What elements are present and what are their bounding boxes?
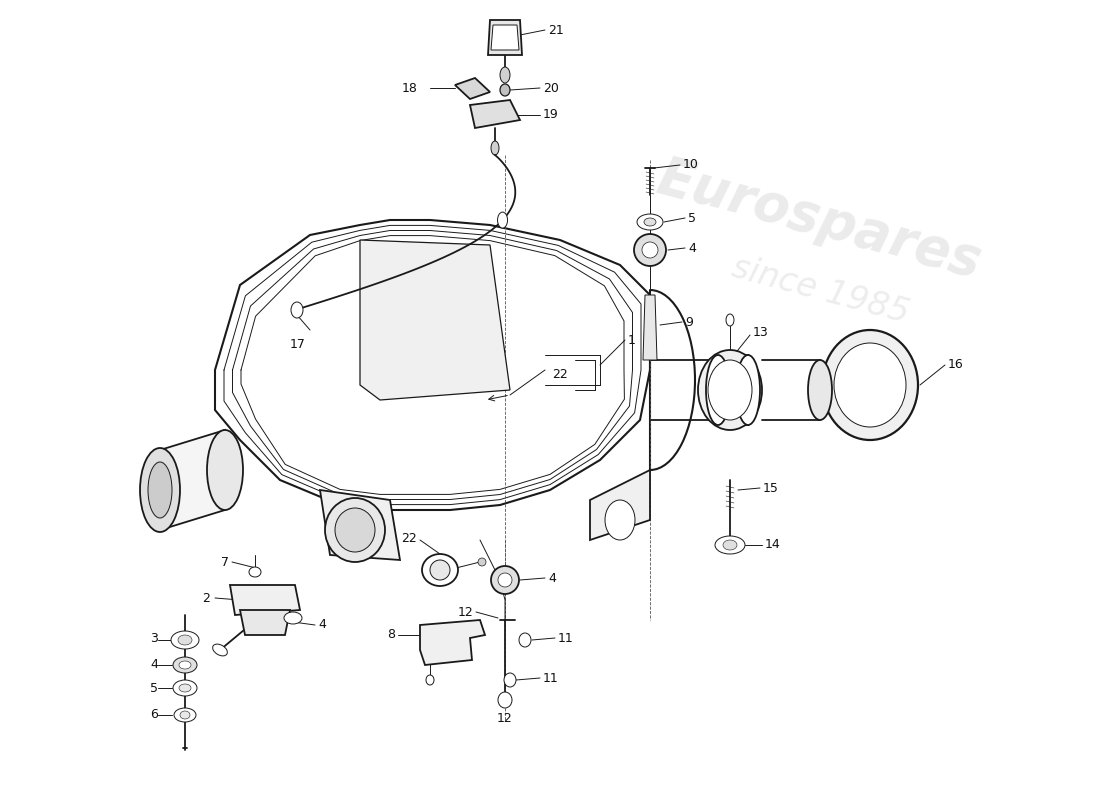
Text: Genuine & OEM
automotive parts: Genuine & OEM automotive parts	[370, 379, 590, 461]
Ellipse shape	[178, 635, 192, 645]
Ellipse shape	[715, 536, 745, 554]
Text: 4: 4	[150, 658, 158, 671]
Text: 19: 19	[543, 109, 559, 122]
Ellipse shape	[140, 448, 180, 532]
Text: 12: 12	[497, 711, 513, 725]
Text: 2: 2	[202, 591, 210, 605]
Ellipse shape	[170, 631, 199, 649]
Ellipse shape	[504, 673, 516, 687]
Ellipse shape	[284, 612, 302, 624]
Ellipse shape	[726, 314, 734, 326]
Ellipse shape	[422, 554, 458, 586]
Ellipse shape	[637, 214, 663, 230]
Polygon shape	[360, 240, 510, 400]
Text: 5: 5	[688, 211, 696, 225]
Polygon shape	[488, 20, 522, 55]
Polygon shape	[590, 470, 650, 540]
Ellipse shape	[708, 360, 752, 420]
Ellipse shape	[834, 343, 906, 427]
Text: 9: 9	[685, 315, 693, 329]
Text: 20: 20	[543, 82, 559, 94]
Polygon shape	[214, 220, 650, 510]
Ellipse shape	[491, 566, 519, 594]
Polygon shape	[420, 620, 485, 665]
Text: 21: 21	[548, 23, 563, 37]
Ellipse shape	[822, 330, 918, 440]
Ellipse shape	[426, 675, 434, 685]
Text: 16: 16	[948, 358, 964, 371]
Text: 14: 14	[764, 538, 781, 551]
Ellipse shape	[519, 633, 531, 647]
Ellipse shape	[500, 67, 510, 83]
Text: 13: 13	[754, 326, 769, 339]
Text: 6: 6	[150, 709, 158, 722]
Text: 15: 15	[763, 482, 779, 494]
Polygon shape	[491, 25, 519, 50]
Ellipse shape	[498, 692, 512, 708]
Ellipse shape	[698, 350, 762, 430]
Text: 11: 11	[543, 671, 559, 685]
Ellipse shape	[642, 242, 658, 258]
Ellipse shape	[634, 234, 665, 266]
Ellipse shape	[174, 708, 196, 722]
Text: 17: 17	[290, 338, 306, 351]
Text: 11: 11	[558, 631, 574, 645]
Ellipse shape	[173, 680, 197, 696]
Polygon shape	[160, 430, 226, 530]
Text: 7: 7	[221, 555, 229, 569]
Text: 12: 12	[458, 606, 473, 618]
Text: 1: 1	[628, 334, 636, 346]
Ellipse shape	[430, 560, 450, 580]
Polygon shape	[320, 490, 400, 560]
Text: 10: 10	[683, 158, 698, 171]
Ellipse shape	[497, 212, 507, 228]
Ellipse shape	[723, 540, 737, 550]
Text: since 1985: since 1985	[728, 250, 912, 330]
Text: Eurospares: Eurospares	[652, 152, 988, 288]
Ellipse shape	[207, 430, 243, 510]
Ellipse shape	[478, 558, 486, 566]
Text: 3: 3	[150, 631, 158, 645]
Ellipse shape	[491, 141, 499, 155]
Ellipse shape	[180, 711, 190, 719]
Ellipse shape	[179, 661, 191, 669]
Ellipse shape	[605, 500, 635, 540]
Ellipse shape	[808, 360, 832, 420]
Text: 4: 4	[688, 242, 696, 254]
Ellipse shape	[500, 84, 510, 96]
Polygon shape	[455, 78, 490, 99]
Text: 22: 22	[552, 369, 568, 382]
Text: 8: 8	[387, 629, 395, 642]
Ellipse shape	[498, 573, 512, 587]
Polygon shape	[644, 295, 657, 360]
Polygon shape	[240, 610, 290, 635]
Text: 4: 4	[318, 618, 326, 631]
Ellipse shape	[179, 684, 191, 692]
Polygon shape	[230, 585, 300, 615]
Text: 4: 4	[548, 571, 556, 585]
Text: 5: 5	[150, 682, 158, 694]
Ellipse shape	[212, 644, 228, 656]
Polygon shape	[470, 100, 520, 128]
Ellipse shape	[644, 218, 656, 226]
Ellipse shape	[292, 302, 302, 318]
Ellipse shape	[324, 498, 385, 562]
Ellipse shape	[706, 355, 730, 425]
Ellipse shape	[249, 567, 261, 577]
Text: 22: 22	[402, 531, 417, 545]
Polygon shape	[718, 355, 748, 425]
Ellipse shape	[736, 355, 760, 425]
Ellipse shape	[336, 508, 375, 552]
Ellipse shape	[148, 462, 172, 518]
Text: 18: 18	[403, 82, 418, 94]
Ellipse shape	[173, 657, 197, 673]
